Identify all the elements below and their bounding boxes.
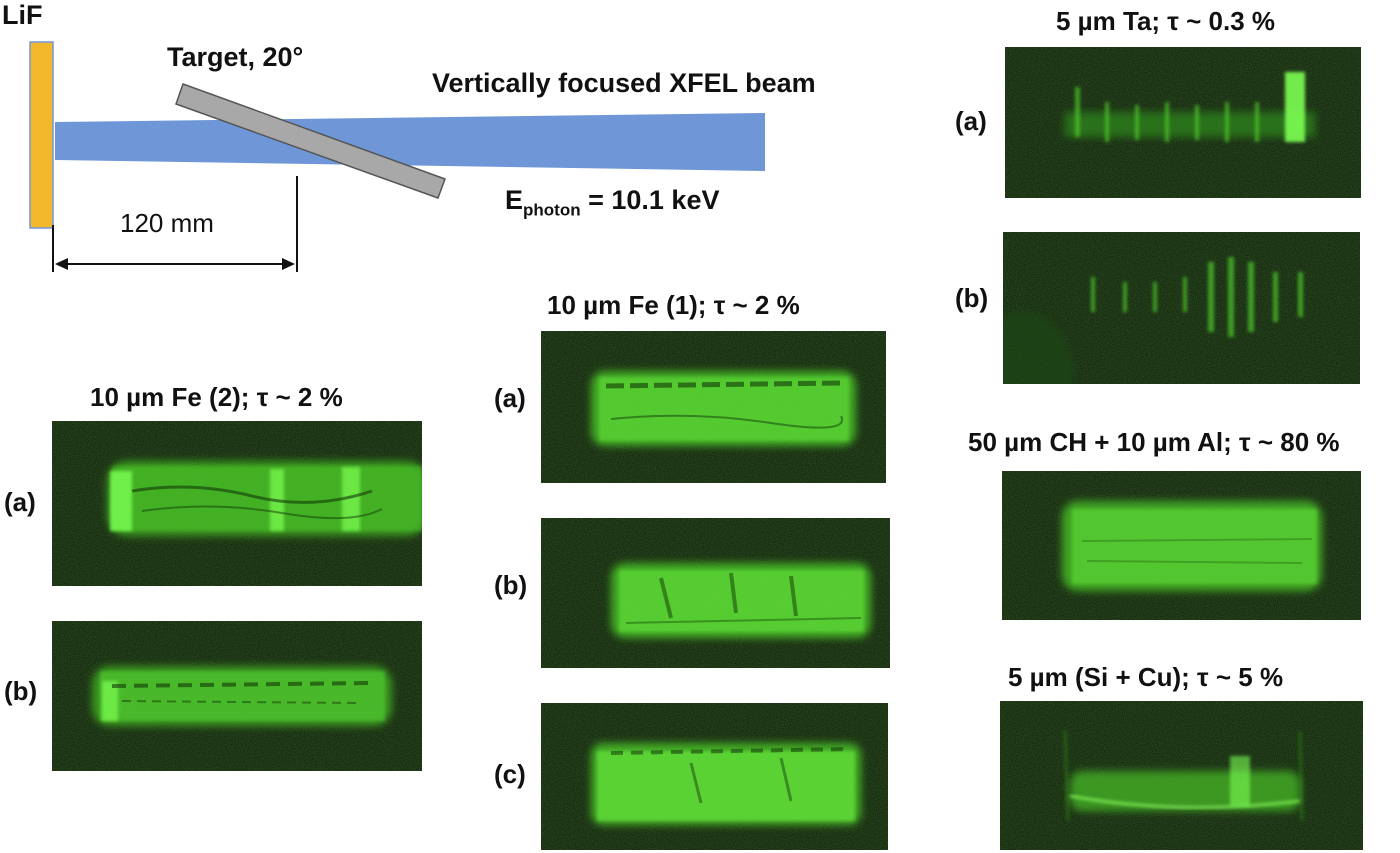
beam-label: Vertically focused XFEL beam <box>432 68 816 98</box>
lif-crystal-shape <box>29 41 54 229</box>
distance-label: 120 mm <box>120 208 214 238</box>
ta-label-a: (a) <box>955 106 987 136</box>
ta-title: 5 µm Ta; τ ~ 0.3 % <box>1056 6 1276 36</box>
chal-title: 50 µm CH + 10 µm Al; τ ~ 80 % <box>968 427 1340 457</box>
target-label: Target, 20° <box>167 42 304 72</box>
energy-value: = 10.1 keV <box>580 185 720 215</box>
arrowhead-right <box>282 258 295 270</box>
fe1-image-b <box>541 518 890 668</box>
target-shape <box>175 83 446 199</box>
chal-image <box>1002 471 1361 620</box>
xfel-beam-shape <box>55 113 765 171</box>
fe1-label-c: (c) <box>494 759 526 789</box>
fe2-title: 10 µm Fe (2); τ ~ 2 % <box>90 382 343 412</box>
ta-label-b: (b) <box>955 283 989 313</box>
fe2-image-b <box>52 621 422 771</box>
fe2-label-b: (b) <box>4 676 38 706</box>
fe1-image-c <box>541 703 888 850</box>
energy-symbol: E <box>505 185 524 215</box>
fe2-label-a: (a) <box>4 487 36 517</box>
fe1-image-a <box>541 331 886 483</box>
arrowhead-left <box>55 258 68 270</box>
fe2-image-a <box>52 421 422 586</box>
fe1-label-b: (b) <box>494 570 528 600</box>
sicu-image <box>1000 701 1363 850</box>
experiment-schematic <box>29 41 765 272</box>
energy-subscript: photon <box>523 200 581 220</box>
lif-label: LiF <box>2 0 43 30</box>
fe1-label-a: (a) <box>494 383 526 413</box>
ta-image-a <box>1005 47 1361 198</box>
ta-image-b <box>1003 232 1360 384</box>
fe1-title: 10 µm Fe (1); τ ~ 2 % <box>547 290 800 320</box>
sicu-title: 5 µm (Si + Cu); τ ~ 5 % <box>1008 662 1284 692</box>
photon-energy-label: Ephoton = 10.1 keV <box>505 185 719 220</box>
